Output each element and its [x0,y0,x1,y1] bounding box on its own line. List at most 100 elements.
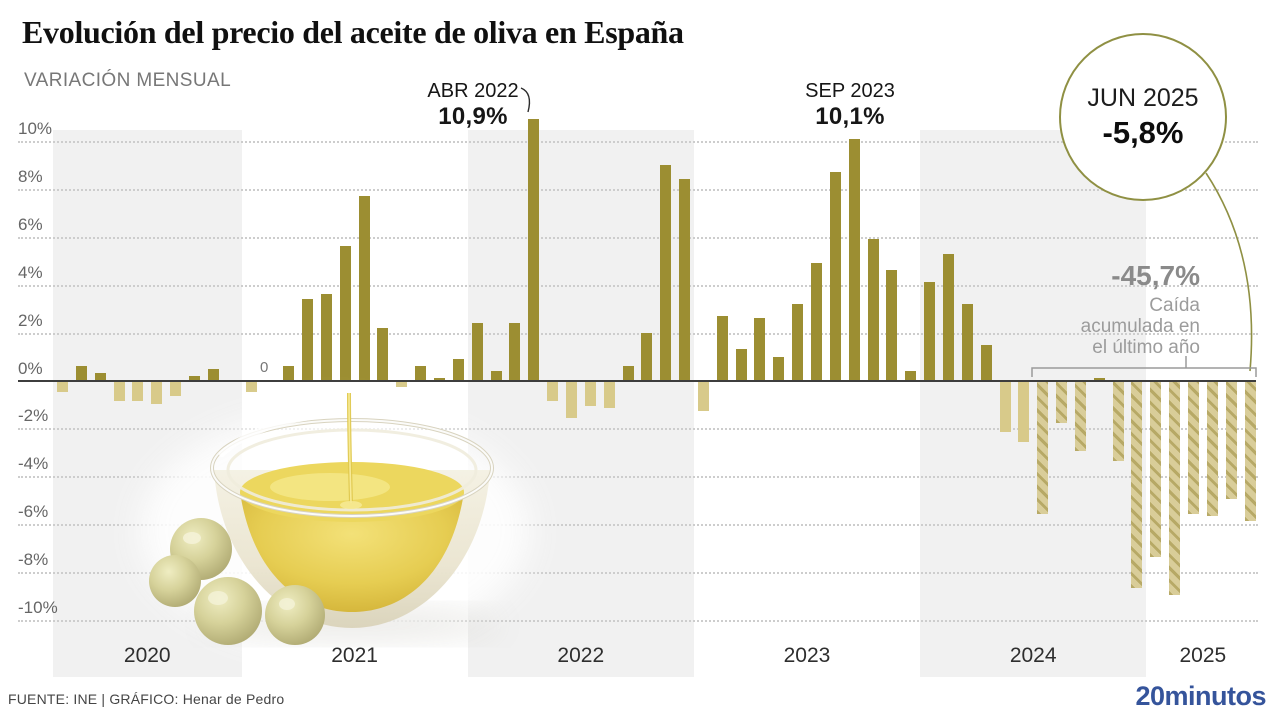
bar-ene-2021 [245,382,257,392]
bar-ago-2023 [829,172,841,381]
bar-jul-2021 [358,196,370,381]
y-axis-tick-label: 4% [18,262,43,282]
x-axis-year-label: 2022 [557,644,605,667]
bar-nov-2022 [660,164,672,381]
annotation-apr-2022: ABR 2022 10,9% [413,80,533,131]
accumulated-fall-value: -45,7% [1111,260,1200,291]
bar-may-2025 [1225,382,1237,500]
bar-dic-2022 [679,179,691,381]
bar-ago-2024 [1056,382,1068,423]
bar-oct-2022 [641,332,653,381]
source-credit: FUENTE: INE | GRÁFICO: Henar de Pedro [8,691,285,707]
gridline [18,188,1258,191]
bar-nov-2020 [207,368,219,381]
annotation-sep-2023: SEP 2023 10,1% [790,80,910,131]
bar-ene-2022 [471,323,483,381]
y-axis-tick-label: -6% [18,502,49,522]
gridline [18,476,1258,479]
bar-jun-2023 [792,303,804,381]
chart-subtitle: VARIACIÓN MENSUAL [24,70,232,91]
bar-sep-2023 [848,138,860,381]
bar-sep-2024 [1074,382,1086,452]
bar-sep-2020 [170,382,182,397]
bar-sep-2022 [622,366,634,381]
gridline [18,141,1258,143]
y-axis-tick-label: 2% [18,310,43,330]
bar-dic-2023 [905,370,917,381]
bar-mar-2020 [57,382,68,392]
gridline [18,572,1258,575]
bar-ago-2022 [603,382,615,409]
x-axis-year-label: 2024 [1009,644,1057,667]
annotation-apr-2022-label: ABR 2022 [427,80,519,102]
annotation-jun-2025-callout: JUN 2025 -5,8% [1059,33,1227,201]
gridline [18,428,1258,431]
page-title: Evolución del precio del aceite de oliva… [22,14,684,50]
bar-jul-2023 [811,263,822,381]
bar-may-2020 [94,373,106,381]
bar-ene-2023 [697,382,709,411]
bar-jun-2025 [1244,382,1256,521]
bar-abr-2020 [75,366,87,381]
bar-ago-2020 [151,382,163,404]
x-axis-year-label: 2020 [123,644,171,667]
bar-dic-2021 [452,358,464,381]
bar-oct-2024 [1093,378,1105,381]
bar-abr-2022 [528,119,540,381]
y-axis-tick-label: -2% [18,406,49,426]
bar-sep-2021 [396,382,408,387]
y-axis-tick-label: -8% [18,550,49,570]
x-axis-year-label: 2021 [331,644,378,667]
bar-ago-2021 [377,327,389,381]
y-axis-tick-label: -10% [18,598,58,617]
bar-jun-2024 [1018,382,1030,442]
bar-mar-2022 [509,323,521,381]
y-axis-tick-label: 10% [18,119,53,138]
bar-oct-2021 [415,366,427,381]
y-axis-tick-label: -4% [18,454,49,474]
brand-logo: 20minutos [1135,681,1266,711]
gridline [18,524,1258,527]
bar-may-2023 [773,356,785,381]
annotation-jun-2025-value: -5,8% [1102,114,1184,150]
annotation-sep-2023-label: SEP 2023 [805,80,895,102]
bar-jul-2024 [1037,382,1049,514]
bar-abr-2024 [980,344,992,381]
bar-feb-2022 [490,370,502,381]
bar-feb-2025 [1169,382,1181,596]
gridline [18,236,1258,239]
bar-oct-2023 [867,239,879,381]
annotation-jun-2025-label: JUN 2025 [1087,83,1199,112]
bar-jun-2020 [113,382,125,402]
x-axis-year-label: 2025 [1179,644,1227,667]
bar-may-2021 [320,294,332,381]
bar-abr-2023 [754,318,766,381]
bar-ene-2024 [924,282,936,381]
bar-jun-2021 [339,246,351,381]
bar-may-2022 [547,382,559,402]
y-axis-tick-label: 8% [18,166,43,186]
bar-abr-2021 [302,299,314,381]
accumulated-fall-annotation: -45,7% Caída acumulada en el último año [1000,260,1200,358]
bar-jun-2022 [565,382,577,418]
year-band-2024 [920,130,1147,677]
gridline [18,332,1258,335]
bar-feb-2024 [942,253,954,381]
x-axis-year-label: 2023 [783,644,831,667]
zero-value-marker: 0 [260,359,269,376]
bar-feb-2023 [716,315,728,381]
gridline [18,284,1258,287]
bar-nov-2023 [886,270,898,381]
bar-oct-2020 [188,375,200,381]
y-axis-tick-label: 6% [18,214,43,234]
bar-mar-2021 [283,366,295,381]
zero-axis-line [18,379,1256,382]
bar-abr-2025 [1206,382,1218,517]
bar-nov-2024 [1112,382,1124,462]
annotation-apr-2022-value: 10,9% [438,103,508,130]
bar-nov-2021 [434,378,445,381]
bar-mar-2025 [1188,382,1199,514]
accumulated-fall-caption: Caída acumulada en el último año [1080,295,1200,358]
bar-mar-2024 [961,303,973,381]
